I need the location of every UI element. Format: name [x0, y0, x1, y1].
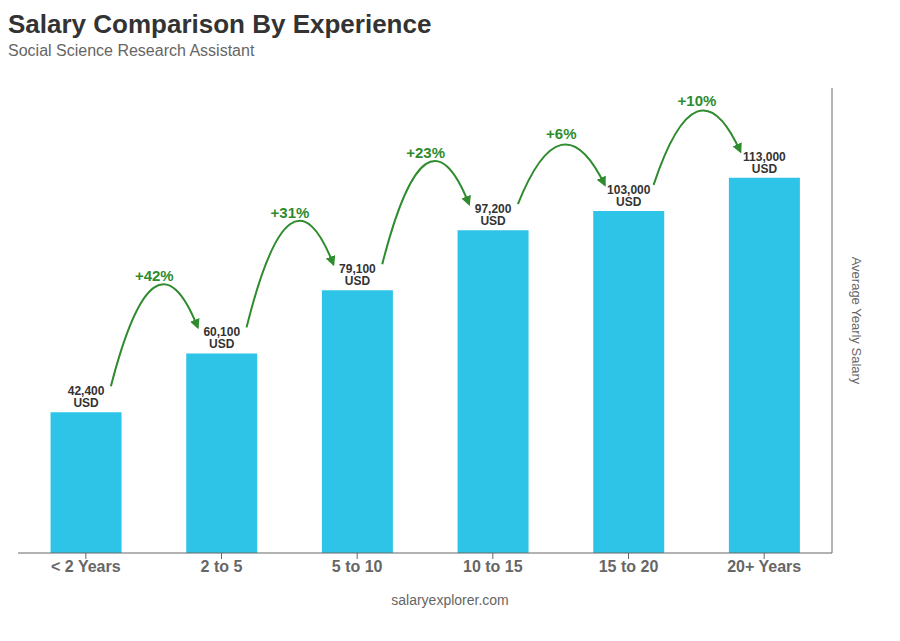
- svg-text:97,200USD: 97,200USD: [475, 202, 512, 228]
- svg-text:103,000USD: 103,000USD: [607, 183, 651, 209]
- svg-text:+23%: +23%: [406, 144, 445, 161]
- svg-text:< 2 Years: < 2 Years: [51, 558, 121, 575]
- html-text:Salary Comparison By Experienc: Salary Comparison By Experience: [8, 9, 432, 39]
- svg-text:60,100USD: 60,100USD: [203, 325, 240, 351]
- svg-text:15 to 20: 15 to 20: [599, 558, 659, 575]
- svg-text:113,000USD: 113,000USD: [743, 150, 786, 176]
- svg-text:Average Yearly Salary: Average Yearly Salary: [849, 257, 864, 385]
- html-text:salaryexplorer.com: salaryexplorer.com: [391, 592, 509, 608]
- svg-text:+31%: +31%: [271, 204, 310, 221]
- svg-text:42,400USD: 42,400USD: [68, 384, 105, 410]
- svg-text:10 to 15: 10 to 15: [463, 558, 523, 575]
- html-text:Social Science Research Assist: Social Science Research Assistant: [8, 42, 255, 59]
- svg-text:20+ Years: 20+ Years: [727, 558, 801, 575]
- svg-text:2 to 5: 2 to 5: [201, 558, 243, 575]
- svg-text:+42%: +42%: [135, 267, 174, 284]
- svg-text:5 to 10: 5 to 10: [332, 558, 383, 575]
- svg-text:79,100USD: 79,100USD: [339, 262, 376, 288]
- svg-text:+10%: +10%: [678, 92, 717, 109]
- svg-text:+6%: +6%: [546, 125, 576, 142]
